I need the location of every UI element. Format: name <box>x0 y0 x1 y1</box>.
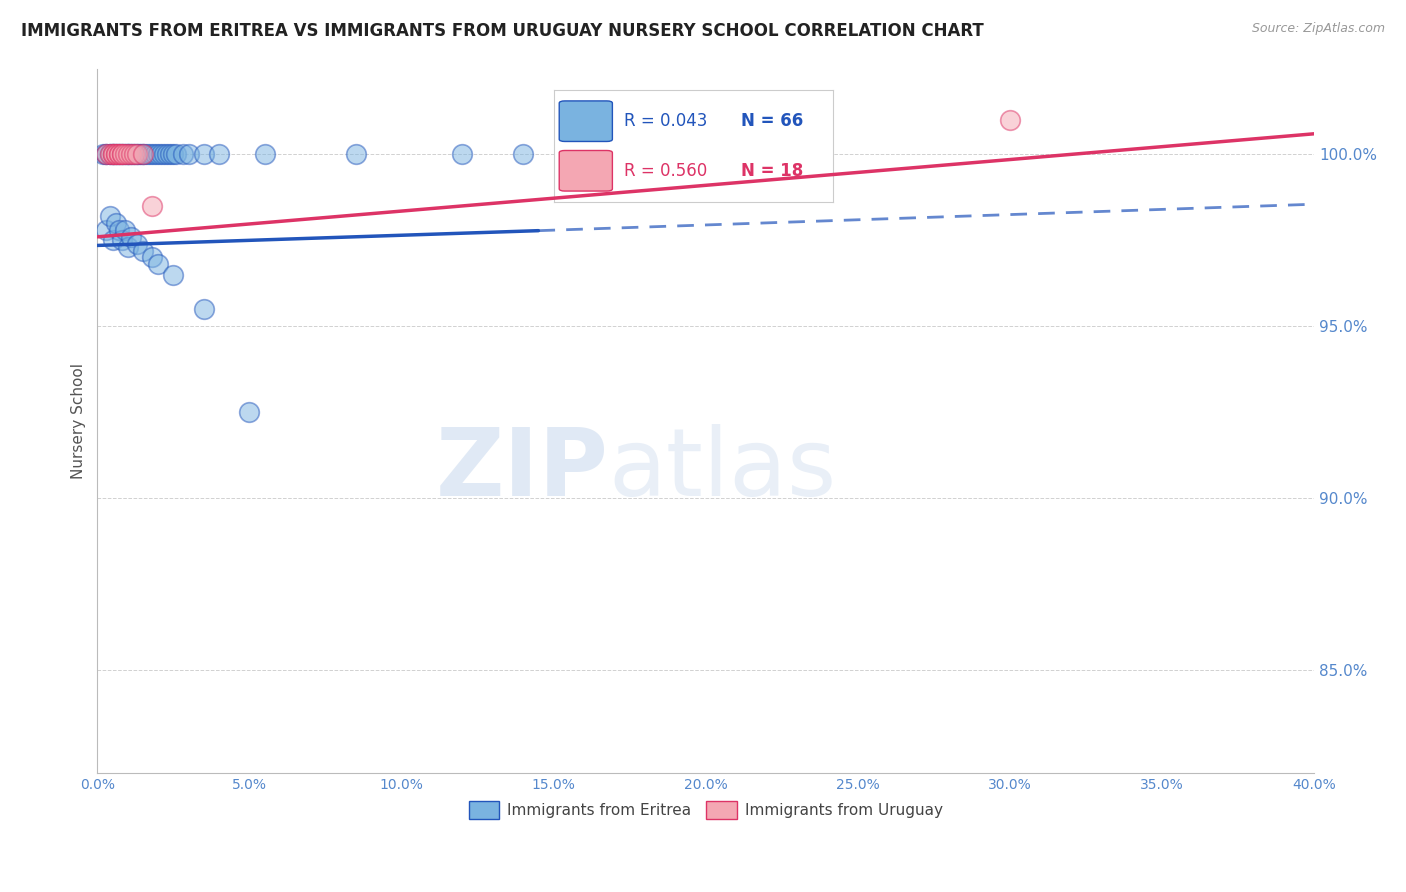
Point <box>101 147 124 161</box>
Point <box>998 113 1021 128</box>
Point <box>107 147 129 161</box>
Point <box>125 147 148 161</box>
Point <box>96 147 118 161</box>
Point <box>648 147 671 161</box>
Point <box>117 147 139 161</box>
Point <box>165 147 187 161</box>
Point <box>122 147 145 161</box>
Point <box>138 147 160 161</box>
Point <box>162 268 184 282</box>
Point <box>125 236 148 251</box>
Point <box>193 147 215 161</box>
Point <box>344 147 367 161</box>
Point <box>159 147 181 161</box>
Point <box>101 147 124 161</box>
Point <box>117 147 139 161</box>
Point <box>96 147 118 161</box>
Point <box>253 147 276 161</box>
Text: ZIP: ZIP <box>436 424 609 516</box>
Point <box>98 147 121 161</box>
Y-axis label: Nursery School: Nursery School <box>72 363 86 479</box>
Point <box>122 147 145 161</box>
Point <box>153 147 176 161</box>
Point <box>111 147 134 161</box>
Point <box>104 147 127 161</box>
Point <box>588 147 610 161</box>
Point <box>132 147 155 161</box>
Point <box>114 147 136 161</box>
Point <box>104 147 127 161</box>
Point <box>111 147 134 161</box>
Point <box>141 147 163 161</box>
Text: atlas: atlas <box>609 424 837 516</box>
Point <box>98 147 121 161</box>
Point <box>156 147 179 161</box>
Point <box>111 233 134 247</box>
Point <box>120 147 142 161</box>
Point <box>122 147 145 161</box>
Point <box>98 147 121 161</box>
Point <box>120 147 142 161</box>
Point <box>111 147 134 161</box>
Point <box>107 147 129 161</box>
Point <box>125 147 148 161</box>
Point <box>114 147 136 161</box>
Point <box>162 147 184 161</box>
Legend: Immigrants from Eritrea, Immigrants from Uruguay: Immigrants from Eritrea, Immigrants from… <box>463 795 949 825</box>
Point <box>111 147 134 161</box>
Text: Source: ZipAtlas.com: Source: ZipAtlas.com <box>1251 22 1385 36</box>
Point <box>104 216 127 230</box>
Point <box>125 147 148 161</box>
Point <box>101 147 124 161</box>
Point <box>150 147 173 161</box>
Point <box>96 147 118 161</box>
Point <box>107 147 129 161</box>
Point <box>172 147 194 161</box>
Point <box>129 147 152 161</box>
Point <box>148 257 170 271</box>
Point <box>238 405 260 419</box>
Point <box>117 147 139 161</box>
Point <box>148 147 170 161</box>
Point <box>117 240 139 254</box>
Point <box>512 147 534 161</box>
Point <box>104 147 127 161</box>
Point <box>451 147 474 161</box>
Point <box>120 230 142 244</box>
Point <box>177 147 200 161</box>
Point <box>101 147 124 161</box>
Point <box>114 147 136 161</box>
Point <box>141 199 163 213</box>
Point <box>101 233 124 247</box>
Point <box>93 147 115 161</box>
Point <box>129 147 152 161</box>
Point <box>132 147 155 161</box>
Point <box>101 147 124 161</box>
Point <box>107 223 129 237</box>
Point <box>132 147 155 161</box>
Text: IMMIGRANTS FROM ERITREA VS IMMIGRANTS FROM URUGUAY NURSERY SCHOOL CORRELATION CH: IMMIGRANTS FROM ERITREA VS IMMIGRANTS FR… <box>21 22 984 40</box>
Point <box>193 301 215 316</box>
Point <box>141 251 163 265</box>
Point <box>107 147 129 161</box>
Point <box>104 147 127 161</box>
Point <box>208 147 231 161</box>
Point <box>135 147 157 161</box>
Point <box>98 209 121 223</box>
Point <box>117 147 139 161</box>
Point <box>143 147 166 161</box>
Point <box>120 147 142 161</box>
Point <box>132 244 155 258</box>
Point <box>114 223 136 237</box>
Point <box>96 223 118 237</box>
